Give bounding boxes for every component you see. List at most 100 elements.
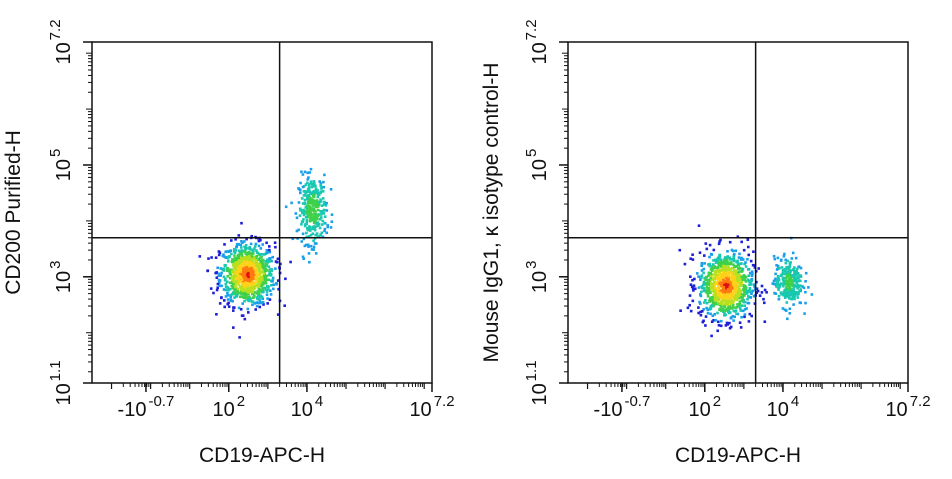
event-dot <box>735 287 739 291</box>
event-dot <box>707 281 711 285</box>
event-dot <box>726 289 729 293</box>
event-dot <box>261 297 265 301</box>
event-dot <box>265 249 269 252</box>
event-dot <box>709 312 712 316</box>
event-dot <box>747 253 750 257</box>
event-dot <box>778 267 781 270</box>
event-dot <box>302 190 306 193</box>
event-dot <box>793 285 796 288</box>
event-dot <box>704 324 707 327</box>
event-dot <box>725 286 728 290</box>
event-dot <box>299 181 302 185</box>
event-dot <box>279 262 282 266</box>
event-dot <box>298 214 302 217</box>
event-dot <box>241 274 245 278</box>
event-dot <box>232 326 235 329</box>
event-dot <box>250 248 253 251</box>
event-dot <box>226 286 229 289</box>
event-dot <box>219 267 223 270</box>
event-dot <box>316 221 320 224</box>
event-dot <box>749 295 752 299</box>
event-dot <box>785 275 789 279</box>
event-dot <box>728 256 731 259</box>
event-dot <box>283 304 286 307</box>
event-dot <box>306 227 309 230</box>
event-dot <box>726 255 729 259</box>
event-dot <box>791 284 794 288</box>
event-dot <box>247 295 251 298</box>
event-dot <box>723 295 727 299</box>
event-dot <box>727 274 730 278</box>
event-dot <box>725 295 729 299</box>
event-dot <box>319 191 322 195</box>
event-dot <box>740 256 743 260</box>
event-dot <box>779 282 783 285</box>
event-dot <box>249 261 252 264</box>
event-dot <box>792 303 795 306</box>
event-dot <box>258 289 262 293</box>
event-dot <box>261 258 265 262</box>
event-dot <box>311 209 315 212</box>
event-dot <box>741 293 745 297</box>
x-tick-base: 10 <box>409 399 431 421</box>
event-dot <box>237 281 240 285</box>
event-dot <box>735 312 738 315</box>
event-dot <box>239 263 243 267</box>
event-dot <box>252 285 255 289</box>
event-dot <box>782 284 785 288</box>
event-dot <box>709 281 712 284</box>
event-dot <box>243 292 246 295</box>
event-dot <box>252 256 256 260</box>
event-dot <box>266 285 269 288</box>
y-tick-base: 10 <box>53 42 75 64</box>
event-dot <box>248 269 251 273</box>
event-dot <box>245 251 249 255</box>
event-dot <box>790 257 794 260</box>
event-dot <box>777 288 780 291</box>
event-dot <box>703 287 706 290</box>
event-dot <box>315 216 319 219</box>
event-dot <box>241 262 245 265</box>
event-dot <box>234 272 238 275</box>
event-dot <box>238 252 242 256</box>
event-dot <box>789 269 793 272</box>
event-dot <box>714 319 717 322</box>
event-dot <box>308 201 312 205</box>
event-dot <box>315 205 318 209</box>
event-dot <box>720 258 723 262</box>
event-dot <box>241 256 245 259</box>
event-dot <box>725 309 728 312</box>
event-dot <box>753 285 756 289</box>
event-dot <box>799 284 803 288</box>
event-dot <box>255 292 259 295</box>
event-dot <box>224 256 228 259</box>
event-dot <box>248 271 252 274</box>
y-tick-exponent: 5 <box>47 149 64 157</box>
event-dot <box>319 183 322 187</box>
event-dot <box>307 245 310 248</box>
event-dot <box>753 294 756 298</box>
event-dot <box>722 271 725 274</box>
event-dot <box>732 268 736 272</box>
event-dot <box>795 267 799 271</box>
event-dot <box>247 285 250 288</box>
event-dot <box>727 267 731 270</box>
event-dot <box>300 220 304 223</box>
event-dot <box>700 264 703 267</box>
event-dot <box>236 287 240 291</box>
event-dot <box>735 293 738 297</box>
event-dot <box>725 300 729 304</box>
event-dot <box>306 197 309 201</box>
event-dot <box>295 229 299 233</box>
x-tick-exponent: -0.7 <box>148 393 174 410</box>
x-tick-exponent: 2 <box>237 393 245 410</box>
event-dot <box>707 263 710 266</box>
event-dot <box>238 265 241 268</box>
event-dot <box>230 281 233 285</box>
event-dot <box>732 300 735 303</box>
event-dot <box>322 212 326 215</box>
event-dot <box>303 198 307 202</box>
event-dot <box>739 292 743 296</box>
event-dot <box>716 277 720 280</box>
event-dot <box>716 290 720 293</box>
